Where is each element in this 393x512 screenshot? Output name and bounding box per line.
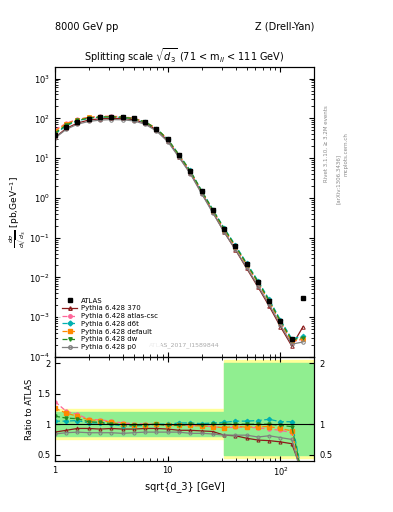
- Text: 8000 GeV pp: 8000 GeV pp: [55, 22, 118, 32]
- Title: Splitting scale $\sqrt{d_3}$ (71 < m$_{ll}$ < 111 GeV): Splitting scale $\sqrt{d_3}$ (71 < m$_{l…: [84, 46, 285, 65]
- Text: ATLAS_2017_I1589844: ATLAS_2017_I1589844: [149, 343, 220, 348]
- Y-axis label: Ratio to ATLAS: Ratio to ATLAS: [25, 378, 34, 439]
- Text: [arXiv:1306.3436]: [arXiv:1306.3436]: [336, 154, 341, 204]
- Text: Rivet 3.1.10, ≥ 3.2M events: Rivet 3.1.10, ≥ 3.2M events: [324, 105, 329, 182]
- Y-axis label: $\frac{d\sigma}{d\sqrt{d_3}}$ [pb,GeV$^{-1}$]: $\frac{d\sigma}{d\sqrt{d_3}}$ [pb,GeV$^{…: [7, 176, 28, 248]
- Text: Z (Drell-Yan): Z (Drell-Yan): [255, 22, 314, 32]
- Legend: ATLAS, Pythia 6.428 370, Pythia 6.428 atlas-csc, Pythia 6.428 d6t, Pythia 6.428 : ATLAS, Pythia 6.428 370, Pythia 6.428 at…: [59, 294, 161, 354]
- Text: mcplots.cern.ch: mcplots.cern.ch: [344, 132, 349, 176]
- X-axis label: sqrt{d_3} [GeV]: sqrt{d_3} [GeV]: [145, 481, 224, 492]
